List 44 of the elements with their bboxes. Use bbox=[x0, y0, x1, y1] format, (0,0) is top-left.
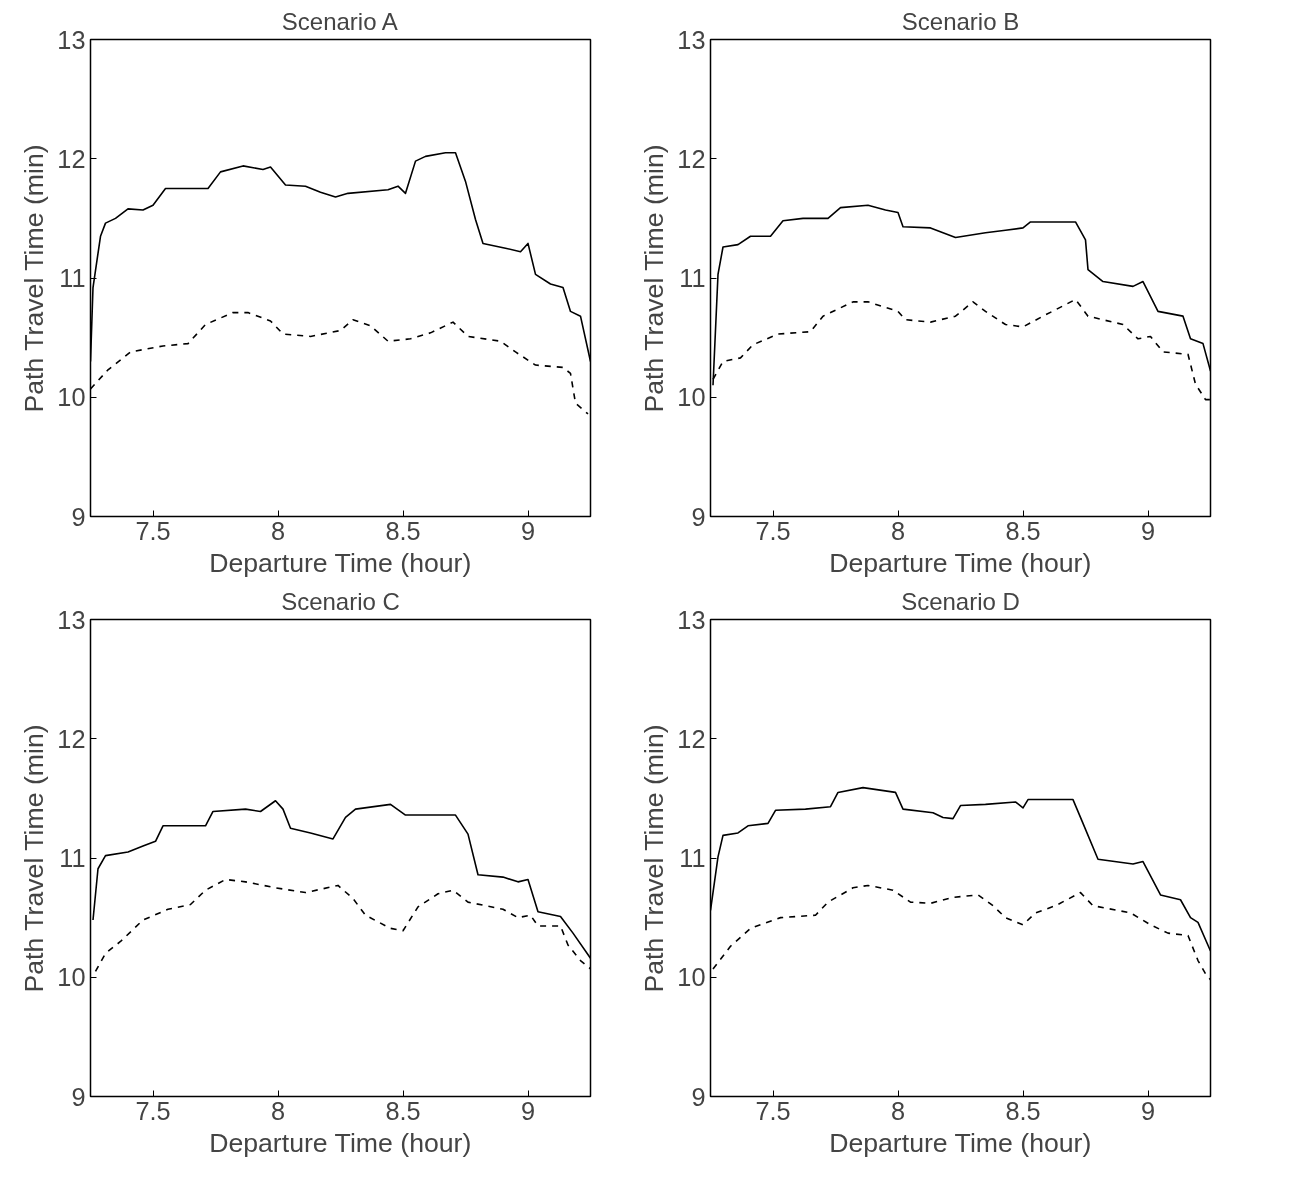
y-tick-label: 11 bbox=[59, 264, 86, 292]
x-tick-label: 7.5 bbox=[135, 516, 171, 545]
chart-title: Scenario A bbox=[281, 7, 398, 35]
y-tick-label: 10 bbox=[57, 383, 86, 412]
x-tick-label: 8.5 bbox=[1005, 1096, 1041, 1125]
y-tick-label: 11 bbox=[679, 264, 706, 292]
x-axis-title: Departure Time (hour) bbox=[209, 547, 472, 578]
chart-title: Scenario B bbox=[901, 7, 1020, 35]
y-tick-label: 11 bbox=[59, 844, 86, 872]
x-tick-label: 8.5 bbox=[385, 1096, 421, 1125]
y-tick-label: 13 bbox=[57, 25, 86, 54]
x-tick-label: 9 bbox=[1140, 516, 1156, 545]
y-axis-title: Path Travel Time (min) bbox=[19, 724, 50, 993]
y-tick-label: 13 bbox=[677, 605, 706, 634]
x-tick-label: 7.5 bbox=[135, 1096, 171, 1125]
x-tick-label: 7.5 bbox=[755, 1096, 791, 1125]
x-tick-label: 8.5 bbox=[1005, 516, 1041, 545]
x-tick-label: 8 bbox=[890, 516, 906, 545]
x-tick-label: 8 bbox=[890, 1096, 906, 1125]
chart-title: Scenario C bbox=[281, 587, 400, 615]
chart-title: Scenario D bbox=[901, 587, 1020, 615]
y-tick-label: 10 bbox=[677, 383, 706, 412]
x-tick-label: 9 bbox=[520, 1096, 536, 1125]
x-axis-title: Departure Time (hour) bbox=[829, 1127, 1092, 1158]
y-tick-label: 12 bbox=[57, 144, 86, 173]
x-tick-label: 8 bbox=[270, 1096, 286, 1125]
y-tick-label: 10 bbox=[57, 963, 86, 992]
x-axis-title: Departure Time (hour) bbox=[829, 547, 1092, 578]
x-tick-label: 9 bbox=[1140, 1096, 1156, 1125]
y-axis-title: Path Travel Time (min) bbox=[639, 724, 670, 993]
y-axis-title: Path Travel Time (min) bbox=[639, 144, 670, 413]
y-axis-title: Path Travel Time (min) bbox=[19, 144, 50, 413]
x-tick-label: 9 bbox=[520, 516, 536, 545]
y-tick-label: 12 bbox=[677, 724, 706, 753]
y-tick-label: 13 bbox=[677, 25, 706, 54]
x-tick-label: 7.5 bbox=[755, 516, 791, 545]
y-tick-label: 13 bbox=[57, 605, 86, 634]
x-tick-label: 8 bbox=[270, 516, 286, 545]
x-tick-label: 8.5 bbox=[385, 516, 421, 545]
y-tick-label: 12 bbox=[677, 144, 706, 173]
y-tick-label: 11 bbox=[679, 844, 706, 872]
x-axis-title: Departure Time (hour) bbox=[209, 1127, 472, 1158]
y-tick-label: 12 bbox=[57, 724, 86, 753]
y-tick-label: 10 bbox=[677, 963, 706, 992]
